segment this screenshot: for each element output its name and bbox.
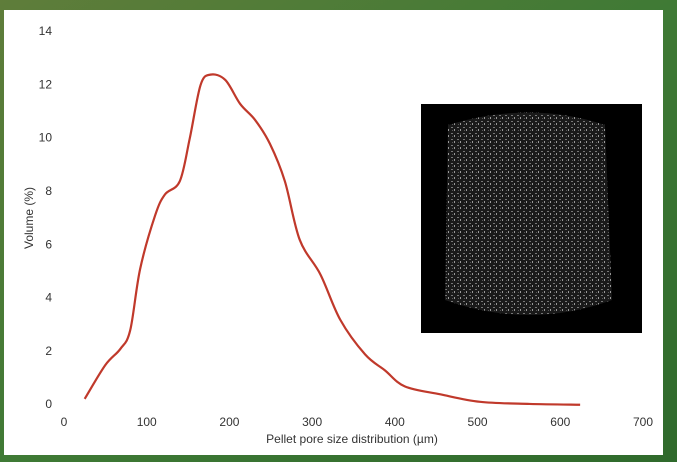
y-axis-label: Volume (%): [22, 187, 36, 249]
x-tick-label: 400: [385, 415, 405, 429]
inset-scan: [445, 113, 612, 316]
y-tick-label: 12: [39, 77, 53, 91]
x-axis-label: Pellet pore size distribution (µm): [266, 432, 438, 446]
y-tick-label: 14: [39, 24, 53, 38]
y-tick-label: 4: [45, 291, 52, 305]
y-tick-label: 6: [45, 237, 52, 251]
y-tick-label: 2: [45, 344, 52, 358]
y-tick-label: 0: [45, 397, 52, 411]
y-tick-label: 10: [39, 131, 53, 145]
x-tick-label: 700: [633, 415, 653, 429]
x-tick-label: 100: [137, 415, 157, 429]
x-tick-label: 200: [219, 415, 239, 429]
x-tick-label: 600: [550, 415, 570, 429]
y-tick-label: 8: [45, 184, 52, 198]
chart: Pellet pore size distribution (µm) Volum…: [0, 0, 677, 462]
x-tick-label: 300: [302, 415, 322, 429]
x-tick-label: 500: [468, 415, 488, 429]
x-tick-label: 0: [61, 415, 68, 429]
